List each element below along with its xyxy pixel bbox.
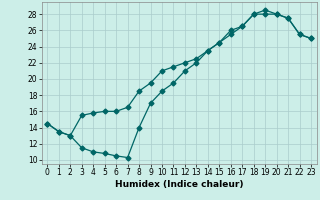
X-axis label: Humidex (Indice chaleur): Humidex (Indice chaleur) [115, 180, 244, 189]
